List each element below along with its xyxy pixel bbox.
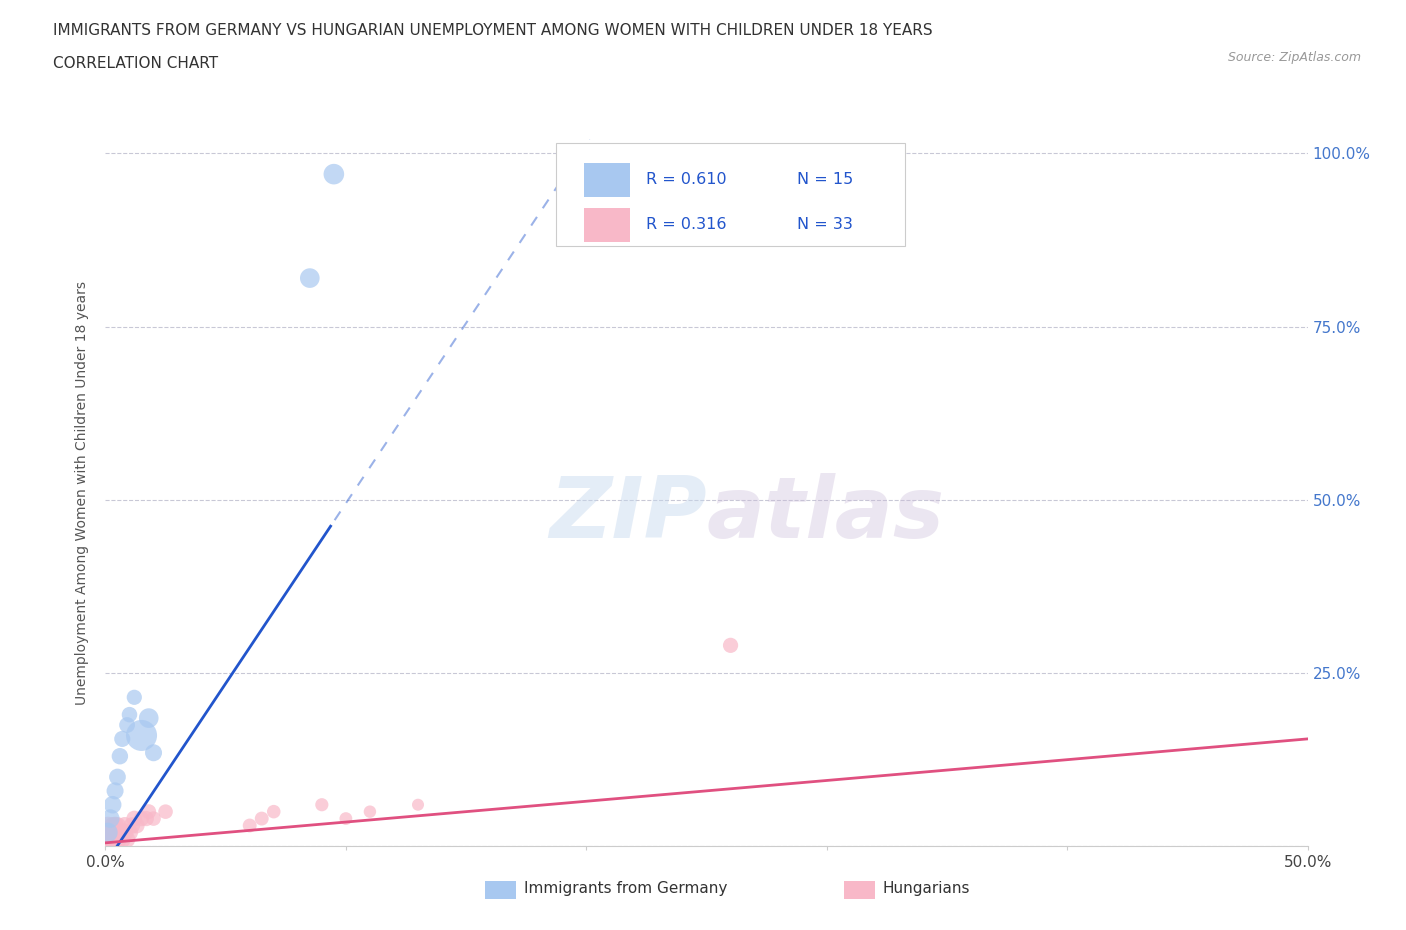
Point: [121, 818, 143, 833]
Point: [118, 707, 141, 722]
Point: [406, 797, 429, 812]
Text: R = 0.316: R = 0.316: [647, 218, 727, 232]
Point: [101, 832, 124, 847]
Point: [138, 711, 160, 725]
Point: [97, 832, 120, 847]
Point: [98, 811, 121, 826]
Point: [111, 832, 134, 847]
Point: [125, 818, 148, 833]
Point: [263, 804, 285, 819]
Point: [98, 825, 121, 840]
Y-axis label: Unemployment Among Women with Children Under 18 years: Unemployment Among Women with Children U…: [76, 281, 90, 705]
Point: [107, 769, 129, 784]
Text: Hungarians: Hungarians: [883, 881, 970, 896]
Text: ZIP: ZIP: [548, 472, 707, 555]
Point: [142, 745, 165, 760]
Point: [107, 832, 129, 847]
Point: [104, 818, 127, 833]
Point: [115, 718, 138, 733]
Point: [115, 832, 138, 847]
Point: [155, 804, 177, 819]
Point: [131, 811, 153, 826]
Bar: [583, 163, 630, 197]
Point: [101, 797, 124, 812]
Point: [298, 271, 321, 286]
Point: [97, 825, 120, 840]
Point: [101, 818, 124, 833]
Point: [124, 690, 146, 705]
Point: [335, 811, 357, 826]
Text: Source: ZipAtlas.com: Source: ZipAtlas.com: [1227, 51, 1361, 64]
Point: [142, 811, 165, 826]
Point: [104, 825, 127, 840]
Point: [311, 797, 333, 812]
Text: atlas: atlas: [707, 472, 945, 555]
FancyBboxPatch shape: [557, 143, 905, 246]
Point: [108, 749, 131, 764]
Point: [98, 832, 121, 847]
Bar: [583, 207, 630, 242]
Text: Immigrants from Germany: Immigrants from Germany: [524, 881, 728, 896]
Point: [322, 166, 344, 181]
Point: [118, 825, 141, 840]
Text: N = 15: N = 15: [797, 172, 853, 188]
Point: [138, 804, 160, 819]
Text: N = 33: N = 33: [797, 218, 852, 232]
Point: [108, 825, 131, 840]
Text: CORRELATION CHART: CORRELATION CHART: [53, 56, 218, 71]
Point: [239, 818, 262, 833]
Point: [97, 825, 120, 840]
Point: [97, 818, 120, 833]
Point: [124, 811, 146, 826]
Point: [720, 638, 742, 653]
Point: [104, 783, 127, 798]
Point: [114, 825, 136, 840]
Point: [135, 811, 157, 826]
Point: [131, 728, 153, 743]
Point: [359, 804, 381, 819]
Text: IMMIGRANTS FROM GERMANY VS HUNGARIAN UNEMPLOYMENT AMONG WOMEN WITH CHILDREN UNDE: IMMIGRANTS FROM GERMANY VS HUNGARIAN UNE…: [53, 23, 934, 38]
Point: [111, 732, 134, 747]
Point: [250, 811, 273, 826]
Text: R = 0.610: R = 0.610: [647, 172, 727, 188]
Point: [107, 818, 129, 833]
Point: [114, 818, 136, 833]
